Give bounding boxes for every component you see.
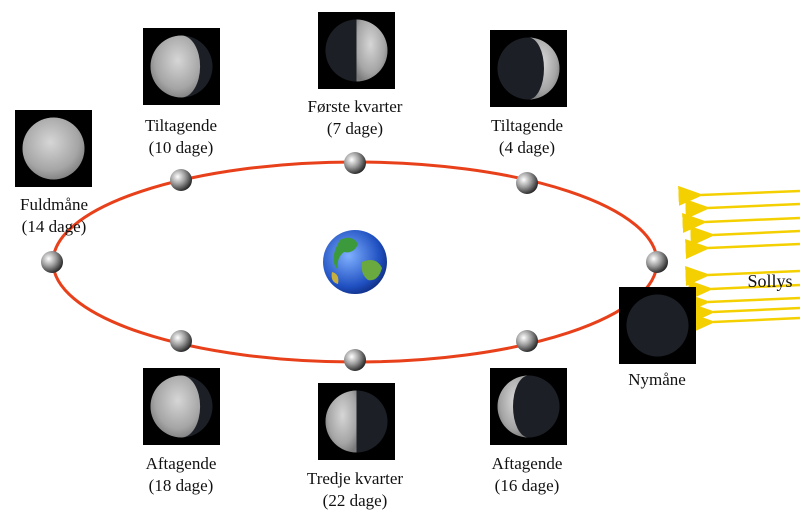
orbit-moon xyxy=(41,251,63,273)
moon-phase: Aftagende (18 dage) xyxy=(143,330,220,495)
moon-phase: Første kvarter (7 dage) xyxy=(308,12,403,174)
arrow xyxy=(705,218,800,222)
phase-label: (14 dage) xyxy=(22,217,87,236)
sunlight-arrows xyxy=(701,191,800,322)
orbit-moon xyxy=(516,172,538,194)
orbit-moon xyxy=(170,330,192,352)
moon-phase-diagram: Sollys Tiltagende (10 dage) Første kvarter… xyxy=(0,0,801,511)
arrow xyxy=(708,244,800,248)
phase-label: Tiltagende xyxy=(145,116,217,135)
phase-label: Tiltagende xyxy=(491,116,563,135)
phase-label: Aftagende xyxy=(146,454,217,473)
moon-phase: Aftagende (16 dage) xyxy=(490,330,567,495)
moon-phase: Fuldmåne (14 dage) xyxy=(15,110,92,273)
moon-dark xyxy=(627,295,689,357)
phase-label: (22 dage) xyxy=(323,491,388,510)
moon-lit xyxy=(23,118,85,180)
phase-label: (7 dage) xyxy=(327,119,383,138)
moon-phase: Tredje kvarter (22 dage) xyxy=(307,349,403,510)
orbit-moon xyxy=(344,152,366,174)
moon-phase: Tiltagende (4 dage) xyxy=(490,30,567,194)
phase-label: (18 dage) xyxy=(149,476,214,495)
phase-label: Nymåne xyxy=(628,370,686,389)
arrow xyxy=(701,191,800,195)
phase-label: (4 dage) xyxy=(499,138,555,157)
moon-phase: Nymåne xyxy=(619,251,696,389)
arrow xyxy=(713,308,800,312)
orbit-moon xyxy=(170,169,192,191)
phase-label: (16 dage) xyxy=(495,476,560,495)
phase-label: Tredje kvarter xyxy=(307,469,403,488)
arrow xyxy=(713,318,800,322)
arrow xyxy=(713,231,800,235)
orbit-moon xyxy=(516,330,538,352)
arrow xyxy=(708,298,800,302)
moon-phase: Tiltagende (10 dage) xyxy=(143,28,220,191)
phase-label: Aftagende xyxy=(492,454,563,473)
phase-label: Fuldmåne xyxy=(20,195,88,214)
phase-label: Første kvarter xyxy=(308,97,403,116)
arrow xyxy=(708,204,800,208)
orbit-moon xyxy=(646,251,668,273)
phase-label: (10 dage) xyxy=(149,138,214,157)
earth xyxy=(323,230,387,294)
orbit-moon xyxy=(344,349,366,371)
sunlight-label: Sollys xyxy=(747,271,792,291)
